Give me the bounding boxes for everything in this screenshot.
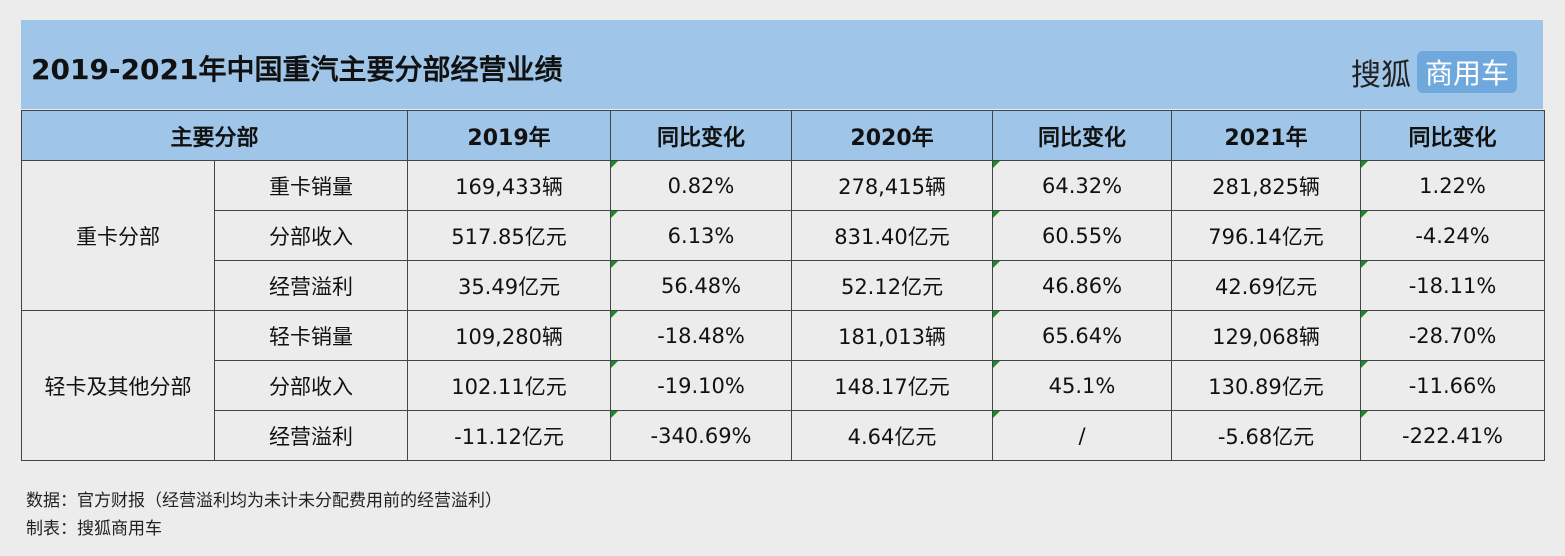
metric-cell: 分部收入 <box>213 210 409 261</box>
change-cell: 65.64% <box>992 310 1173 361</box>
performance-table: 主要分部 2019年 同比变化 2020年 同比变化 2021年 同比变化 重卡… <box>20 110 1546 461</box>
change-cell: -4.24% <box>1360 210 1546 261</box>
value-cell: -11.12亿元 <box>407 410 612 461</box>
table-row: 重卡分部 重卡销量 169,433辆 0.82% 278,415辆 64.32%… <box>21 160 1546 311</box>
value-cell: 517.85亿元 <box>407 210 612 261</box>
change-cell: 46.86% <box>992 260 1173 311</box>
table-row: 分部收入 517.85亿元 6.13% 831.40亿元 60.55% 796.… <box>22 210 1546 261</box>
change-cell: -222.41% <box>1360 410 1546 461</box>
table-header-row: 主要分部 2019年 同比变化 2020年 同比变化 2021年 同比变化 <box>20 110 1546 161</box>
change-cell: 56.48% <box>610 260 793 311</box>
value-cell: 148.17亿元 <box>791 360 994 411</box>
change-cell: 45.1% <box>992 360 1173 411</box>
change-cell: 60.55% <box>992 210 1173 261</box>
header-2021: 2021年 <box>1171 110 1362 161</box>
table-row: 经营溢利 35.49亿元 56.48% 52.12亿元 46.86% 42.69… <box>22 260 1546 311</box>
value-cell: 35.49亿元 <box>407 260 612 311</box>
segment-cell: 重卡分部 <box>21 160 215 311</box>
table-row: 经营溢利 -11.12亿元 -340.69% 4.64亿元 / -5.68亿元 … <box>22 410 1546 461</box>
header-2019: 2019年 <box>407 110 612 161</box>
change-cell: -11.66% <box>1360 360 1546 411</box>
value-cell: 130.89亿元 <box>1171 360 1362 411</box>
header-change-2021: 同比变化 <box>1360 110 1546 161</box>
metric-cell: 分部收入 <box>213 360 409 411</box>
change-cell: 64.32% <box>992 160 1173 211</box>
metric-cell: 经营溢利 <box>213 260 409 311</box>
value-cell: 169,433辆 <box>407 160 612 211</box>
header-change-2019: 同比变化 <box>610 110 793 161</box>
value-cell: 52.12亿元 <box>791 260 994 311</box>
metric-cell: 轻卡销量 <box>213 310 409 361</box>
header-segment: 主要分部 <box>20 110 409 161</box>
value-cell: 181,013辆 <box>791 310 994 361</box>
value-cell: 102.11亿元 <box>407 360 612 411</box>
change-cell: -28.70% <box>1360 310 1546 361</box>
value-cell: 278,415辆 <box>791 160 994 211</box>
value-cell: 42.69亿元 <box>1171 260 1362 311</box>
header-2020: 2020年 <box>791 110 994 161</box>
maker-note: 制表：搜狐商用车 <box>26 519 162 539</box>
brand-logo: 搜狐 商用车 <box>1351 50 1517 94</box>
title-banner: 2019-2021年中国重汽主要分部经营业绩 搜狐 商用车 <box>21 20 1543 109</box>
value-cell: 4.64亿元 <box>791 410 994 461</box>
metric-cell: 经营溢利 <box>213 410 409 461</box>
brand-name: 搜狐 <box>1350 58 1411 93</box>
value-cell: 281,825辆 <box>1171 160 1362 211</box>
change-cell: 0.82% <box>610 160 793 211</box>
header-change-2020: 同比变化 <box>992 110 1173 161</box>
table-row: 分部收入 102.11亿元 -19.10% 148.17亿元 45.1% 130… <box>22 360 1546 411</box>
footnotes: 数据：官方财报（经营溢利均为未计未分配费用前的经营溢利） 制表：搜狐商用车 <box>26 487 502 543</box>
change-cell: -18.48% <box>610 310 793 361</box>
source-note: 数据：官方财报（经营溢利均为未计未分配费用前的经营溢利） <box>26 491 502 511</box>
metric-cell: 重卡销量 <box>213 160 409 211</box>
table-row: 轻卡及其他分部 轻卡销量 109,280辆 -18.48% 181,013辆 6… <box>21 310 1546 461</box>
brand-badge: 商用车 <box>1416 51 1517 93</box>
value-cell: 796.14亿元 <box>1171 210 1362 261</box>
segment-cell: 轻卡及其他分部 <box>21 310 215 461</box>
page-title: 2019-2021年中国重汽主要分部经营业绩 <box>31 53 563 86</box>
change-cell: -18.11% <box>1360 260 1546 311</box>
change-cell: 1.22% <box>1360 160 1546 211</box>
change-cell: / <box>992 410 1173 461</box>
value-cell: 129,068辆 <box>1171 310 1362 361</box>
value-cell: 831.40亿元 <box>791 210 994 261</box>
change-cell: 6.13% <box>610 210 793 261</box>
change-cell: -340.69% <box>610 410 793 461</box>
change-cell: -19.10% <box>610 360 793 411</box>
value-cell: 109,280辆 <box>407 310 612 361</box>
value-cell: -5.68亿元 <box>1171 410 1362 461</box>
